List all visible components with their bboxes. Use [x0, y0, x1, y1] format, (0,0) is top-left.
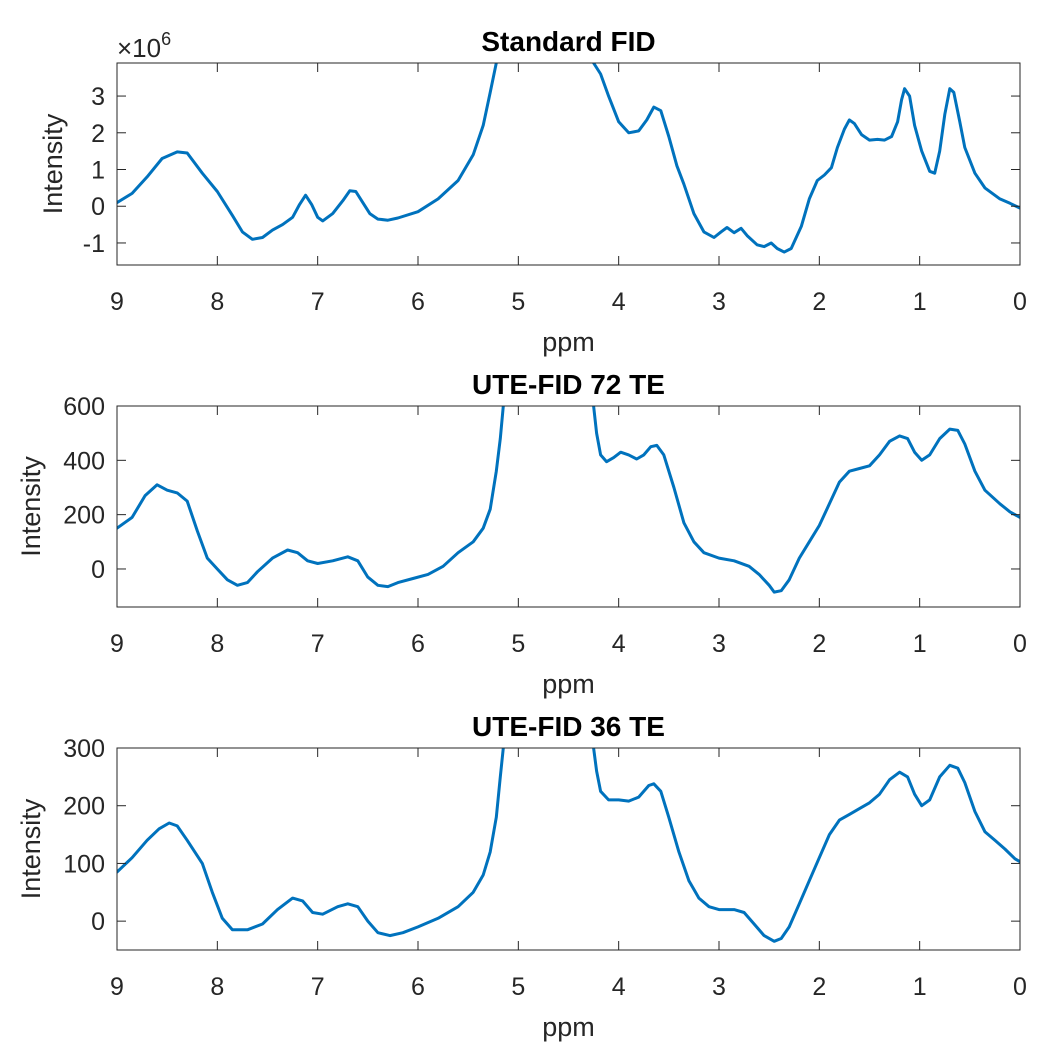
x-tick-label: 1: [913, 288, 927, 316]
y-axis-label: Intensity: [16, 456, 46, 557]
x-tick-label: 6: [411, 630, 425, 658]
x-axis-label: ppm: [542, 669, 595, 699]
series-line-segment: [117, 406, 505, 589]
x-tick-label: 4: [612, 288, 626, 316]
y-axis-label: Intensity: [16, 798, 46, 899]
x-tick-label: 1: [913, 630, 927, 658]
x-tick-label: 2: [812, 630, 826, 658]
x-tick-label: 5: [511, 288, 525, 316]
chart-title: UTE-FID 72 TE: [472, 369, 665, 400]
y-tick-label: 2: [91, 120, 105, 148]
x-tick-label: 6: [411, 288, 425, 316]
series-line-segment: [592, 63, 1020, 254]
y-tick-label: 0: [91, 193, 105, 221]
y-tick-label: 200: [63, 793, 105, 821]
y-axis-exponent: ×106: [117, 29, 171, 63]
x-axis-label: ppm: [542, 327, 595, 357]
y-tick-label: 100: [63, 850, 105, 878]
x-tick-label: 7: [311, 973, 325, 1001]
chart-title: UTE-FID 36 TE: [472, 711, 665, 742]
x-tick-label: 2: [812, 973, 826, 1001]
x-tick-label: 5: [511, 630, 525, 658]
subplot-2: 9 8 7 6 5 4 3 2 1 0 0 200 400 600 UTE-FID 72 TE ppm Inte…: [16, 369, 1027, 699]
y-tick-label: 400: [63, 447, 105, 475]
x-tick-label: 3: [712, 973, 726, 1001]
x-tick-label: 7: [311, 630, 325, 658]
y-tick-label: -1: [83, 230, 105, 258]
x-tick-label: 6: [411, 973, 425, 1001]
x-tick-label: 4: [612, 630, 626, 658]
y-tick-label: 1: [91, 157, 105, 185]
x-tick-label: 3: [712, 630, 726, 658]
x-tick-label: 4: [612, 973, 626, 1001]
y-tick-label: 0: [91, 556, 105, 584]
series-line-segment: [117, 748, 505, 938]
y-tick-label: 300: [63, 735, 105, 763]
x-tick-label: 0: [1013, 973, 1027, 1001]
y-tick-label: 3: [91, 83, 105, 111]
chart-title: Standard FID: [481, 26, 655, 57]
x-tick-label: 2: [812, 288, 826, 316]
x-tick-label: 5: [511, 973, 525, 1001]
x-tick-label: 0: [1013, 630, 1027, 658]
y-tick-label: 200: [63, 502, 105, 530]
x-axis-label: ppm: [542, 1012, 595, 1042]
y-tick-label: 600: [63, 393, 105, 421]
axes-box: [116, 747, 1021, 951]
x-tick-label: 1: [913, 973, 927, 1001]
series-line-segment: [117, 63, 498, 241]
x-tick-label: 9: [110, 973, 124, 1001]
axes-box: [116, 62, 1021, 266]
y-tick-label: 0: [91, 908, 105, 936]
x-tick-label: 8: [210, 973, 224, 1001]
subplot-1: 9 8 7 6 5 4 3 2 1 0 -1 0 1 2 3 Standard FID ppm Intensity…: [38, 26, 1027, 357]
x-tick-label: 9: [110, 630, 124, 658]
x-tick-label: 8: [210, 630, 224, 658]
axes-box: [116, 405, 1021, 608]
x-tick-label: 3: [712, 288, 726, 316]
x-tick-label: 9: [110, 288, 124, 316]
x-tick-label: 8: [210, 288, 224, 316]
x-tick-label: 0: [1013, 288, 1027, 316]
y-axis-label: Intensity: [38, 113, 68, 214]
x-tick-label: 7: [311, 288, 325, 316]
series-line-segment: [592, 748, 1020, 943]
series-line-segment: [592, 406, 1020, 594]
